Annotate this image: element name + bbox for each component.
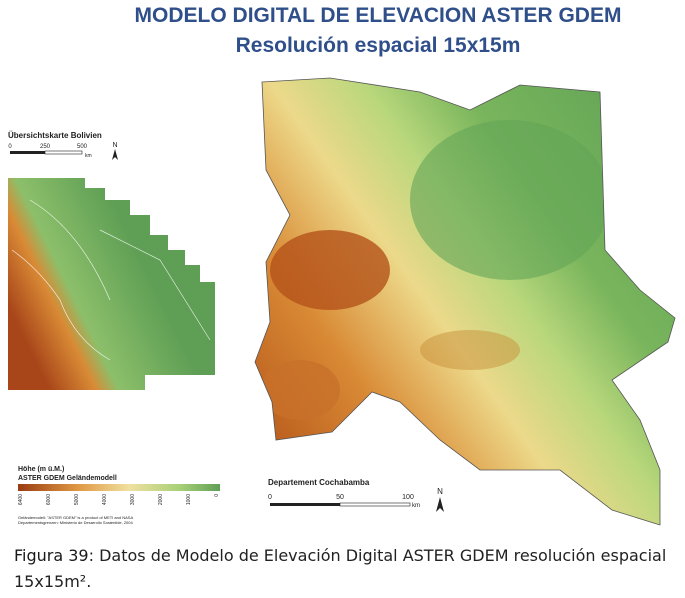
- main-scale-label: 50: [336, 494, 344, 501]
- main-map: [255, 78, 675, 525]
- svg-text:Departementsgrenzen: Ministeri: Departementsgrenzen: Ministerio de Desar…: [18, 520, 134, 525]
- north-arrow: [436, 497, 444, 512]
- overview-scale-label: 250: [40, 144, 51, 150]
- main-scale-label: 0: [268, 494, 272, 501]
- overview-scale-label: 0: [8, 144, 12, 150]
- caption-text: : Datos de Modelo de Elevación Digital A…: [14, 546, 667, 591]
- title-line1: MODELO DIGITAL DE ELEVACION ASTER GDEM: [135, 4, 622, 27]
- overview-title: Übersichtskarte Bolivien: [8, 131, 102, 140]
- legend-tick-label: 6400: [18, 494, 24, 505]
- overview-map: [8, 178, 215, 390]
- main-scale-label: 100: [402, 494, 414, 501]
- overview-scale-bar: [10, 150, 83, 155]
- svg-text:Geländemodell: "ASTER GDEM" is: Geländemodell: "ASTER GDEM" is a product…: [18, 515, 133, 520]
- legend-tick-label: 0: [214, 494, 220, 497]
- main-north: N: [437, 487, 443, 496]
- overview-north: N: [112, 142, 117, 149]
- legend-tick-label: 6000: [46, 494, 52, 505]
- north-arrow: [112, 149, 118, 160]
- legend-tick-label: 2000: [158, 494, 164, 505]
- legend-tick-label: 1000: [186, 494, 192, 505]
- title-line2: Resolución espacial 15x15m: [236, 34, 521, 57]
- legend-bar: [18, 484, 220, 491]
- caption-label: Figura 39: [14, 546, 89, 565]
- main-scale-unit: km: [412, 503, 420, 509]
- caption: Figura 39: Datos de Modelo de Elevación …: [14, 543, 674, 595]
- overview-scale-unit: km: [85, 153, 92, 159]
- legend-tick-label: 5000: [74, 494, 80, 505]
- legend-title: Höhe (m ü.M.): [18, 466, 64, 473]
- legend-subtitle: ASTER GDEM Geländemodell: [18, 475, 117, 482]
- legend-tick-label: 4000: [102, 494, 108, 505]
- legend-tick-label: 3000: [130, 494, 136, 505]
- main-scale-bar: [270, 502, 411, 507]
- overview-scale-label: 500: [77, 144, 88, 150]
- main-map-title: Departement Cochabamba: [268, 478, 370, 487]
